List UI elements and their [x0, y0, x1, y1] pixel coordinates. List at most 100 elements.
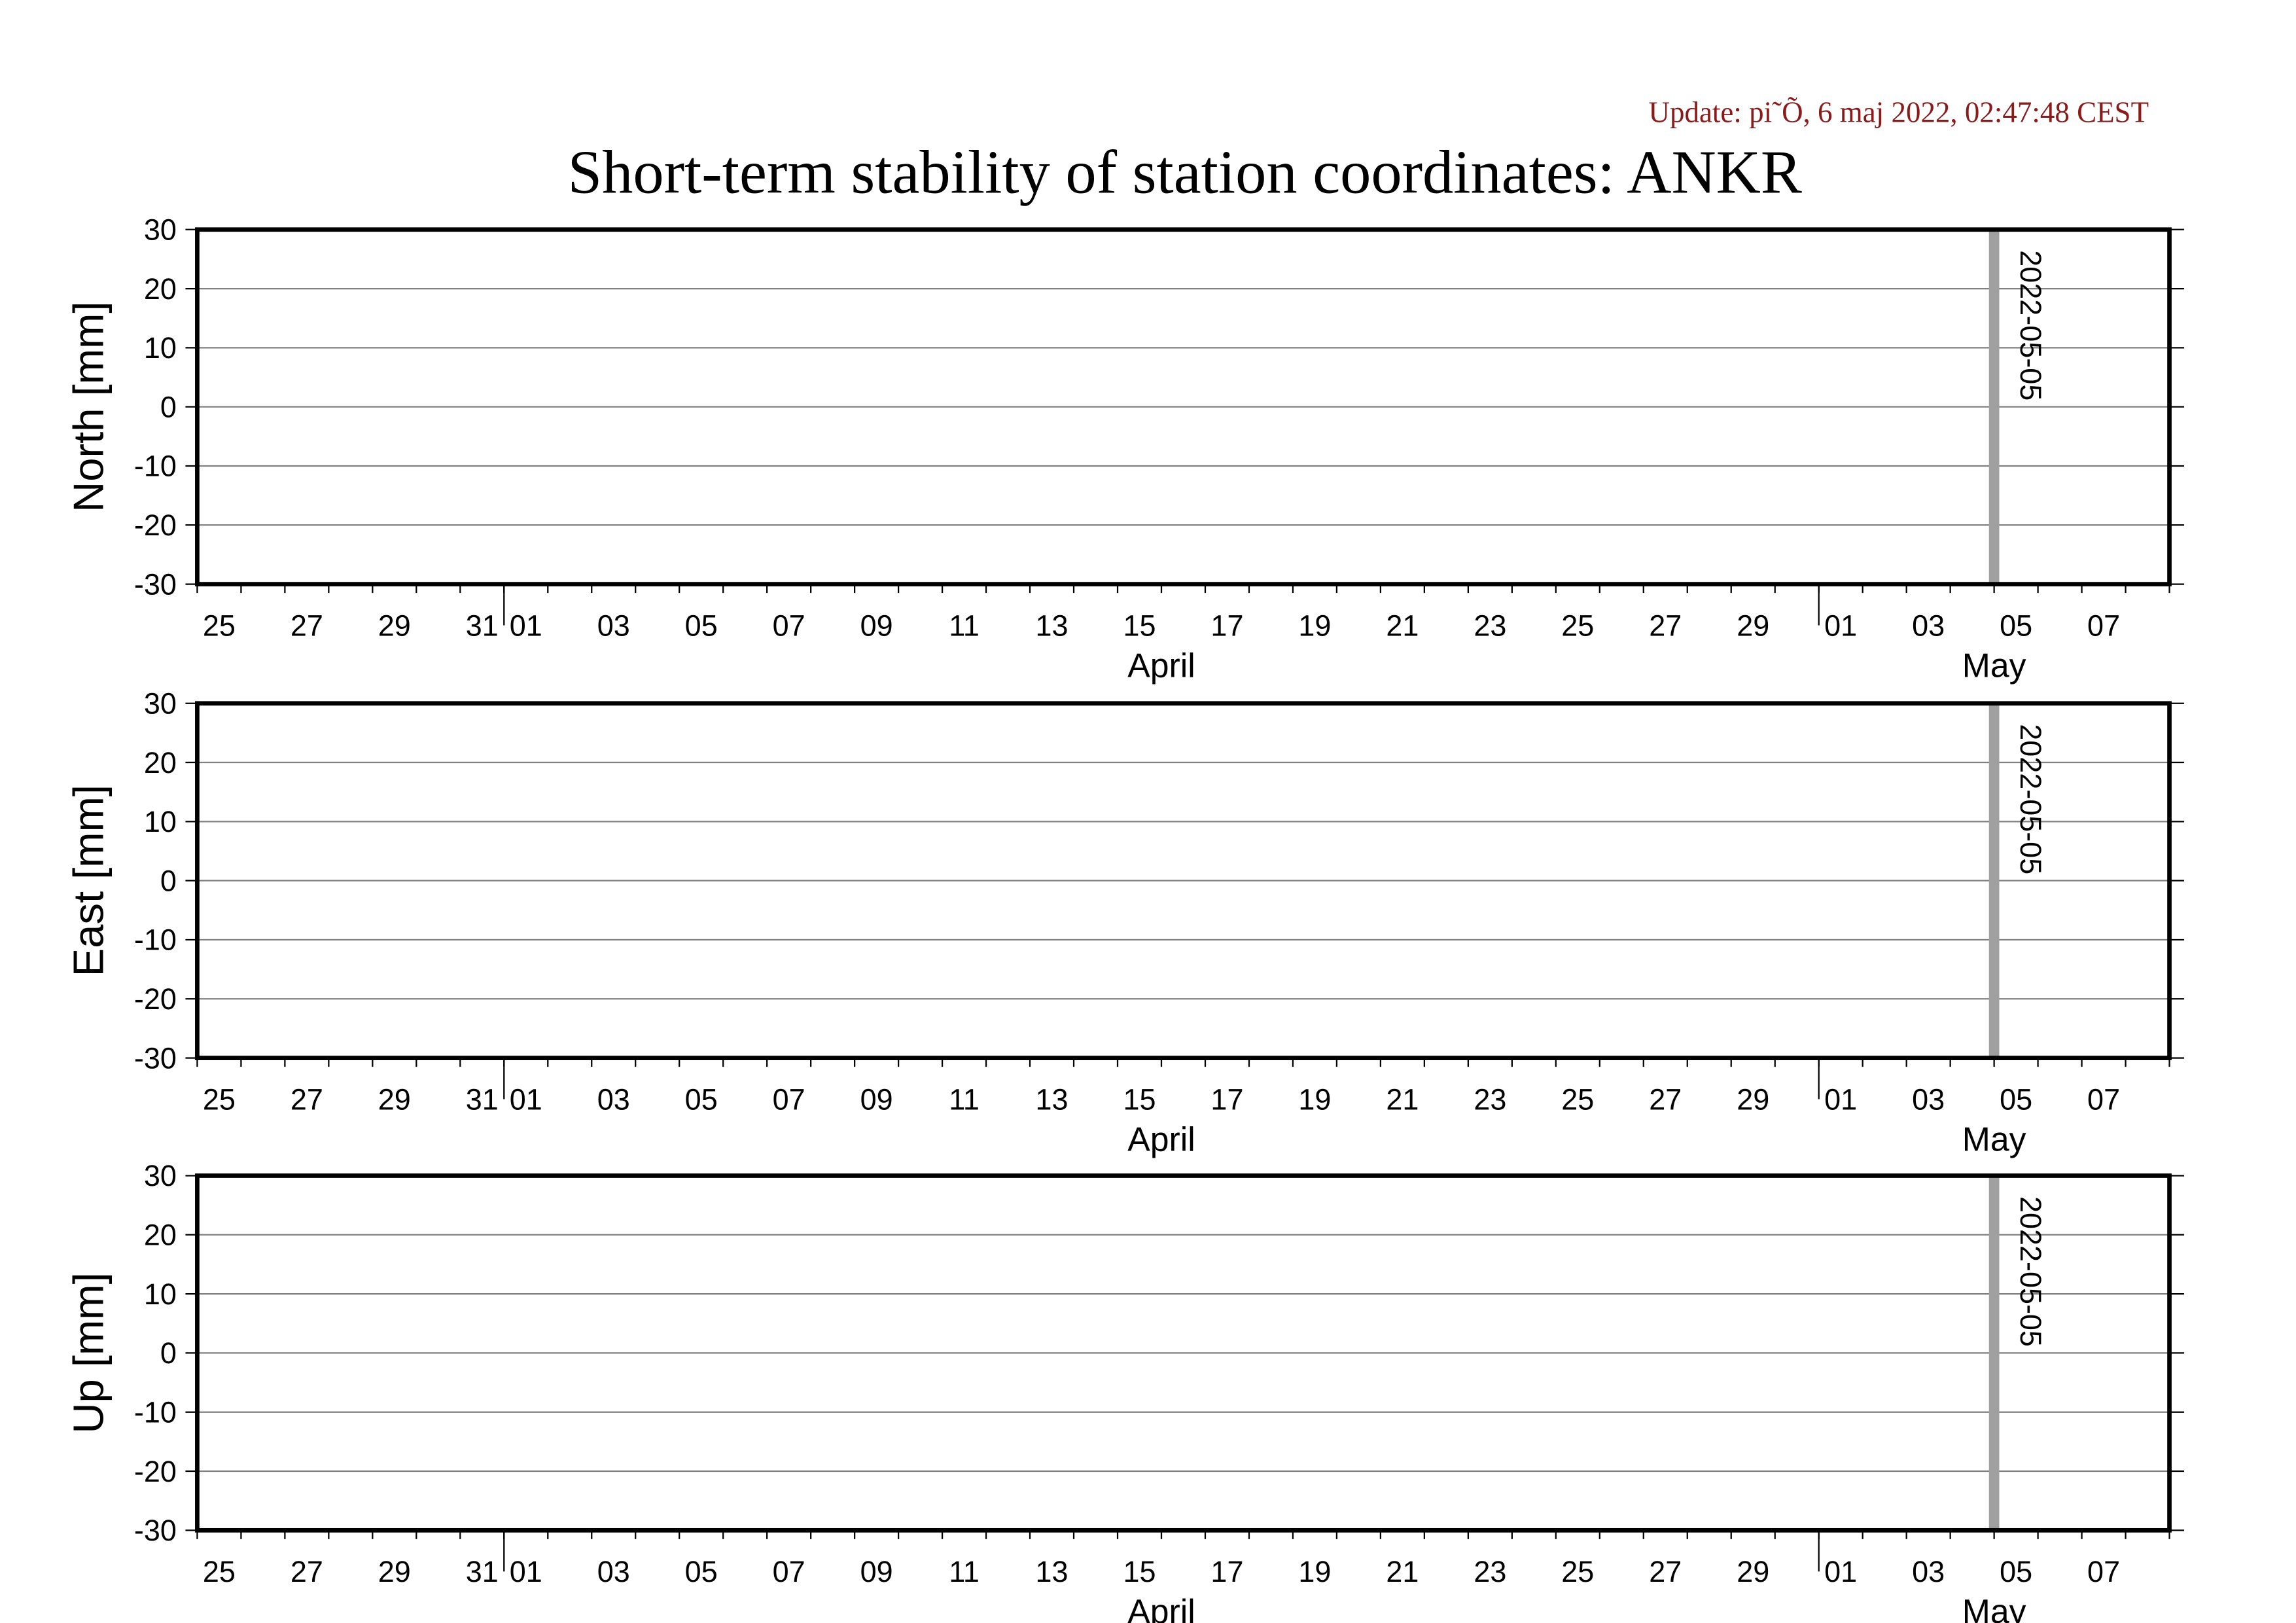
- x-tick-label: 19: [1298, 1082, 1331, 1116]
- x-tick-label: 09: [860, 609, 893, 642]
- x-tick-label: 03: [597, 1082, 630, 1116]
- x-tick-label: 25: [1561, 1555, 1594, 1588]
- x-tick-label: 17: [1210, 609, 1243, 642]
- y-tick-label: 30: [144, 687, 177, 720]
- x-tick-label: 01: [1824, 609, 1857, 642]
- x-tick-label: 09: [860, 1082, 893, 1116]
- x-tick-label: 21: [1386, 1082, 1419, 1116]
- x-tick-label: 03: [597, 1555, 630, 1588]
- x-tick-label: 19: [1298, 1555, 1331, 1588]
- x-tick-label: 03: [1912, 1555, 1945, 1588]
- x-tick-label: 25: [1561, 1082, 1594, 1116]
- y-tick-label: -10: [134, 923, 177, 957]
- x-tick-label: 29: [1737, 1555, 1769, 1588]
- x-tick-label: 01: [1824, 1555, 1857, 1588]
- x-tick-label: 17: [1210, 1555, 1243, 1588]
- x-tick-label: 03: [597, 609, 630, 642]
- x-tick-label: 29: [378, 609, 411, 642]
- x-tick-label: 05: [685, 1555, 718, 1588]
- chart-title: Short-term stability of station coordina…: [568, 139, 1802, 207]
- x-tick-label: 07: [2087, 1555, 2120, 1588]
- x-tick-label: 27: [291, 1082, 323, 1116]
- x-tick-label: 07: [773, 609, 805, 642]
- month-label: May: [1962, 646, 2026, 684]
- x-tick-label: 07: [2087, 609, 2120, 642]
- y-axis-label: North [mm]: [64, 302, 112, 512]
- x-tick-label: 27: [291, 609, 323, 642]
- x-tick-label: 05: [2000, 1082, 2032, 1116]
- x-tick-label: 15: [1123, 1555, 1156, 1588]
- plot-frame: [195, 227, 2172, 586]
- date-marker-label: 2022-05-05: [2014, 724, 2047, 874]
- y-tick-label: 20: [144, 746, 177, 779]
- x-tick-label: 03: [1912, 1082, 1945, 1116]
- x-tick-label: 27: [1649, 1082, 1682, 1116]
- month-label: May: [1962, 1120, 2026, 1158]
- x-tick-label: 25: [203, 609, 236, 642]
- x-tick-label: 31: [466, 609, 499, 642]
- y-tick-label: -30: [134, 1041, 177, 1075]
- x-tick-label: 23: [1474, 609, 1506, 642]
- x-tick-label: 03: [1912, 609, 1945, 642]
- x-tick-label: 29: [1737, 1082, 1769, 1116]
- x-tick-label: 05: [2000, 609, 2032, 642]
- y-tick-label: 20: [144, 272, 177, 306]
- x-tick-label: 29: [378, 1082, 411, 1116]
- x-tick-label: 25: [1561, 609, 1594, 642]
- y-tick-label: -20: [134, 508, 177, 542]
- y-tick-label: -30: [134, 1514, 177, 1547]
- x-tick-label: 13: [1036, 1555, 1069, 1588]
- x-tick-label: 27: [1649, 609, 1682, 642]
- y-tick-label: -10: [134, 450, 177, 483]
- x-tick-label: 07: [773, 1082, 805, 1116]
- plot-frame: [195, 1173, 2172, 1533]
- x-tick-label: 23: [1474, 1082, 1506, 1116]
- y-tick-label: 30: [144, 1159, 177, 1192]
- x-tick-label: 01: [510, 1555, 542, 1588]
- x-tick-label: 29: [378, 1555, 411, 1588]
- date-marker-label: 2022-05-05: [2014, 250, 2047, 401]
- x-tick-label: 15: [1123, 609, 1156, 642]
- month-label: May: [1962, 1592, 2026, 1623]
- date-marker-label: 2022-05-05: [2014, 1196, 2047, 1347]
- y-tick-label: 10: [144, 331, 177, 365]
- x-tick-label: 01: [510, 609, 542, 642]
- y-tick-label: -30: [134, 567, 177, 601]
- x-tick-label: 31: [466, 1555, 499, 1588]
- x-tick-label: 21: [1386, 1555, 1419, 1588]
- y-tick-label: -20: [134, 1455, 177, 1488]
- y-axis-label: East [mm]: [64, 785, 112, 976]
- month-label: April: [1127, 1592, 1195, 1623]
- x-tick-label: 27: [291, 1555, 323, 1588]
- x-tick-label: 05: [2000, 1555, 2032, 1588]
- y-tick-label: 10: [144, 805, 177, 838]
- x-tick-label: 01: [510, 1082, 542, 1116]
- x-tick-label: 05: [685, 1082, 718, 1116]
- y-tick-label: 0: [160, 1336, 177, 1370]
- x-tick-label: 19: [1298, 609, 1331, 642]
- x-tick-label: 29: [1737, 609, 1769, 642]
- x-tick-label: 13: [1036, 609, 1069, 642]
- month-label: April: [1127, 646, 1195, 684]
- x-tick-label: 15: [1123, 1082, 1156, 1116]
- x-tick-label: 11: [949, 609, 980, 642]
- x-tick-label: 23: [1474, 1555, 1506, 1588]
- plot-frame: [195, 701, 2172, 1060]
- x-tick-label: 07: [773, 1555, 805, 1588]
- x-tick-label: 01: [1824, 1082, 1857, 1116]
- y-axis-label: Up [mm]: [64, 1272, 112, 1433]
- x-tick-label: 11: [949, 1082, 980, 1116]
- x-tick-label: 31: [466, 1082, 499, 1116]
- update-note: Update: pi˜Õ, 6 maj 2022, 02:47:48 CEST: [1648, 96, 2149, 129]
- y-tick-label: -10: [134, 1395, 177, 1429]
- y-tick-label: 20: [144, 1219, 177, 1252]
- x-tick-label: 27: [1649, 1555, 1682, 1588]
- x-tick-label: 13: [1036, 1082, 1069, 1116]
- x-tick-label: 11: [949, 1555, 980, 1588]
- x-tick-label: 05: [685, 609, 718, 642]
- x-tick-label: 09: [860, 1555, 893, 1588]
- y-tick-label: 30: [144, 213, 177, 247]
- y-tick-label: 10: [144, 1277, 177, 1311]
- y-tick-label: 0: [160, 390, 177, 423]
